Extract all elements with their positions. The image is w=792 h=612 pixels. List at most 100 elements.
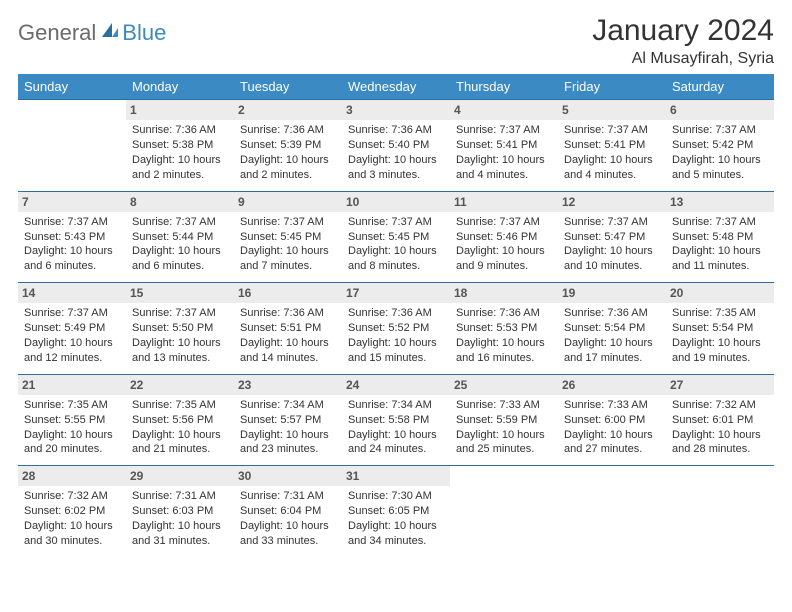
day-number: 24 xyxy=(342,375,450,395)
daylight-line: Daylight: 10 hours and 15 minutes. xyxy=(348,336,444,366)
daylight-line: Daylight: 10 hours and 20 minutes. xyxy=(24,428,120,458)
sunset-line: Sunset: 6:01 PM xyxy=(672,413,768,428)
daylight-line: Daylight: 10 hours and 21 minutes. xyxy=(132,428,228,458)
sunset-line: Sunset: 5:39 PM xyxy=(240,138,336,153)
sunset-line: Sunset: 5:56 PM xyxy=(132,413,228,428)
day-number: 25 xyxy=(450,375,558,395)
sunrise-line: Sunrise: 7:37 AM xyxy=(24,215,120,230)
sunset-line: Sunset: 5:54 PM xyxy=(564,321,660,336)
sunrise-line: Sunrise: 7:37 AM xyxy=(132,306,228,321)
sunset-line: Sunset: 5:40 PM xyxy=(348,138,444,153)
dayhead-wed: Wednesday xyxy=(342,74,450,100)
dayhead-mon: Monday xyxy=(126,74,234,100)
day-number: 10 xyxy=(342,192,450,212)
sunrise-line: Sunrise: 7:37 AM xyxy=(348,215,444,230)
day-cell: 10Sunrise: 7:37 AMSunset: 5:45 PMDayligh… xyxy=(342,191,450,283)
day-cell: 25 Sunrise: 7:33 AMSunset: 5:59 PMDayligh… xyxy=(450,374,558,466)
week-row: 14Sunrise: 7:37 AMSunset: 5:49 PMDayligh… xyxy=(18,283,774,375)
day-cell: 15Sunrise: 7:37 AMSunset: 5:50 PMDayligh… xyxy=(126,283,234,375)
day-cell: 9Sunrise: 7:37 AMSunset: 5:45 PMDaylight… xyxy=(234,191,342,283)
day-number: 21 xyxy=(18,375,126,395)
day-header-row: Sunday Monday Tuesday Wednesday Thursday… xyxy=(18,74,774,100)
brand-logo: General Blue xyxy=(18,14,166,46)
daylight-line: Daylight: 10 hours and 6 minutes. xyxy=(132,244,228,274)
sunrise-line: Sunrise: 7:37 AM xyxy=(564,215,660,230)
day-cell: 18Sunrise: 7:36 AMSunset: 5:53 PMDayligh… xyxy=(450,283,558,375)
week-row: 1Sunrise: 7:36 AMSunset: 5:38 PMDaylight… xyxy=(18,100,774,192)
sunset-line: Sunset: 6:04 PM xyxy=(240,504,336,519)
day-cell: 19Sunrise: 7:36 AMSunset: 5:54 PMDayligh… xyxy=(558,283,666,375)
day-cell: 16Sunrise: 7:36 AMSunset: 5:51 PMDayligh… xyxy=(234,283,342,375)
sunrise-line: Sunrise: 7:37 AM xyxy=(240,215,336,230)
day-number: 3 xyxy=(342,100,450,120)
sunset-line: Sunset: 5:38 PM xyxy=(132,138,228,153)
daylight-line: Daylight: 10 hours and 34 minutes. xyxy=(348,519,444,549)
sunset-line: Sunset: 6:03 PM xyxy=(132,504,228,519)
sunrise-line: Sunrise: 7:32 AM xyxy=(672,398,768,413)
sunset-line: Sunset: 6:05 PM xyxy=(348,504,444,519)
day-number: 16 xyxy=(234,283,342,303)
day-number: 4 xyxy=(450,100,558,120)
daylight-line: Daylight: 10 hours and 24 minutes. xyxy=(348,428,444,458)
dayhead-fri: Friday xyxy=(558,74,666,100)
sunset-line: Sunset: 5:45 PM xyxy=(240,230,336,245)
day-cell: 29Sunrise: 7:31 AMSunset: 6:03 PMDayligh… xyxy=(126,466,234,557)
day-cell: 4Sunrise: 7:37 AMSunset: 5:41 PMDaylight… xyxy=(450,100,558,192)
daylight-line: Daylight: 10 hours and 31 minutes. xyxy=(132,519,228,549)
day-number: 13 xyxy=(666,192,774,212)
sunrise-line: Sunrise: 7:37 AM xyxy=(564,123,660,138)
sunrise-line: Sunrise: 7:36 AM xyxy=(348,123,444,138)
day-number: 14 xyxy=(18,283,126,303)
day-number: 26 xyxy=(558,375,666,395)
daylight-line: Daylight: 10 hours and 2 minutes. xyxy=(132,153,228,183)
sunset-line: Sunset: 6:02 PM xyxy=(24,504,120,519)
sunrise-line: Sunrise: 7:32 AM xyxy=(24,489,120,504)
day-cell: 13Sunrise: 7:37 AMSunset: 5:48 PMDayligh… xyxy=(666,191,774,283)
day-cell: 24Sunrise: 7:34 AMSunset: 5:58 PMDayligh… xyxy=(342,374,450,466)
daylight-line: Daylight: 10 hours and 25 minutes. xyxy=(456,428,552,458)
sunrise-line: Sunrise: 7:34 AM xyxy=(240,398,336,413)
sunrise-line: Sunrise: 7:33 AM xyxy=(456,398,552,413)
calendar-page: General Blue January 2024 Al Musayfirah,… xyxy=(0,0,792,612)
sunset-line: Sunset: 5:59 PM xyxy=(456,413,552,428)
sunset-line: Sunset: 5:42 PM xyxy=(672,138,768,153)
day-cell: 12Sunrise: 7:37 AMSunset: 5:47 PMDayligh… xyxy=(558,191,666,283)
sunrise-line: Sunrise: 7:36 AM xyxy=(240,306,336,321)
calendar-body: 1Sunrise: 7:36 AMSunset: 5:38 PMDaylight… xyxy=(18,100,774,557)
day-cell: 27Sunrise: 7:32 AMSunset: 6:01 PMDayligh… xyxy=(666,374,774,466)
sunset-line: Sunset: 5:41 PM xyxy=(564,138,660,153)
day-cell xyxy=(450,466,558,557)
daylight-line: Daylight: 10 hours and 16 minutes. xyxy=(456,336,552,366)
sunrise-line: Sunrise: 7:37 AM xyxy=(672,123,768,138)
day-number: 28 xyxy=(18,466,126,486)
dayhead-sun: Sunday xyxy=(18,74,126,100)
location: Al Musayfirah, Syria xyxy=(592,50,774,68)
sunset-line: Sunset: 5:45 PM xyxy=(348,230,444,245)
day-number: 30 xyxy=(234,466,342,486)
sunrise-line: Sunrise: 7:35 AM xyxy=(24,398,120,413)
sunset-line: Sunset: 5:47 PM xyxy=(564,230,660,245)
sunrise-line: Sunrise: 7:33 AM xyxy=(564,398,660,413)
sunset-line: Sunset: 5:48 PM xyxy=(672,230,768,245)
day-cell xyxy=(666,466,774,557)
day-number: 7 xyxy=(18,192,126,212)
sunset-line: Sunset: 5:52 PM xyxy=(348,321,444,336)
day-cell: 28Sunrise: 7:32 AMSunset: 6:02 PMDayligh… xyxy=(18,466,126,557)
daylight-line: Daylight: 10 hours and 33 minutes. xyxy=(240,519,336,549)
daylight-line: Daylight: 10 hours and 13 minutes. xyxy=(132,336,228,366)
sunset-line: Sunset: 5:55 PM xyxy=(24,413,120,428)
sunset-line: Sunset: 5:57 PM xyxy=(240,413,336,428)
day-cell: 21 Sunrise: 7:35 AMSunset: 5:55 PMDayligh… xyxy=(18,374,126,466)
sunrise-line: Sunrise: 7:36 AM xyxy=(348,306,444,321)
day-cell: 6Sunrise: 7:37 AMSunset: 5:42 PMDaylight… xyxy=(666,100,774,192)
day-cell: 17Sunrise: 7:36 AMSunset: 5:52 PMDayligh… xyxy=(342,283,450,375)
week-row: 21Sunrise: 7:35 AMSunset: 5:55 PMDayligh… xyxy=(18,374,774,466)
day-number: 15 xyxy=(126,283,234,303)
sunset-line: Sunset: 5:41 PM xyxy=(456,138,552,153)
dayhead-sat: Saturday xyxy=(666,74,774,100)
day-number: 22 xyxy=(126,375,234,395)
sunrise-line: Sunrise: 7:37 AM xyxy=(132,215,228,230)
sunrise-line: Sunrise: 7:34 AM xyxy=(348,398,444,413)
sunset-line: Sunset: 5:53 PM xyxy=(456,321,552,336)
title-block: January 2024 Al Musayfirah, Syria xyxy=(592,14,774,68)
